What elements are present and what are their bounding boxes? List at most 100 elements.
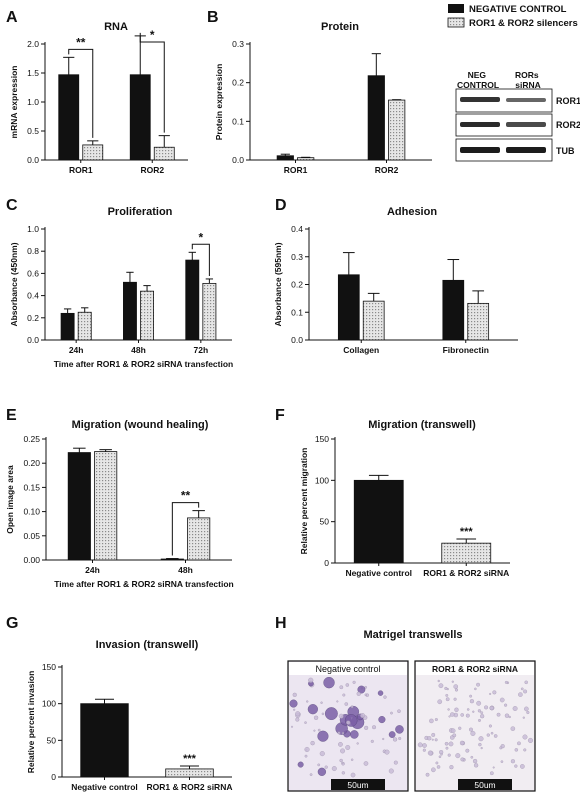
blot-lane-label-1-l1: NEG: [468, 70, 487, 80]
matrigel-image-control-label: Negative control: [315, 664, 380, 674]
cell-spot: [526, 710, 530, 715]
cell-spot: [480, 711, 484, 715]
panel-letter-d: D: [275, 197, 287, 214]
x-tick-label: Collagen: [343, 345, 379, 355]
scalebar-label-sirna: 50um: [474, 780, 495, 790]
cell-spot: [466, 708, 470, 711]
significance-mark: ***: [460, 526, 474, 538]
cell-spot: [427, 736, 432, 741]
cell-spot: [512, 706, 518, 711]
cell-spot: [508, 715, 511, 719]
cell-spot: [392, 737, 398, 742]
cell-spot: [484, 705, 489, 710]
blot-band: [460, 147, 500, 153]
cell-spot: [472, 758, 478, 764]
y-tick-label: 0.1: [291, 307, 303, 317]
x-tick-label: Fibronectin: [443, 345, 489, 355]
significance-mark: *: [198, 230, 203, 244]
cell-spot: [341, 731, 345, 735]
cell-spot: [345, 745, 351, 750]
cell-spot: [350, 730, 359, 739]
y-axis-label: Open image area: [5, 465, 15, 534]
matrigel-cells-control: [289, 676, 404, 778]
cell-spot: [499, 697, 505, 703]
x-tick-label: 24h: [69, 345, 84, 355]
cell-spot: [431, 732, 436, 737]
y-tick-label: 0.3: [291, 252, 303, 262]
bar-silencer: [187, 517, 211, 561]
cell-spot: [518, 692, 523, 697]
cell-spot: [439, 750, 444, 755]
chart-invasion-transwell: Invasion (transwell) 0 50 100 150 Relative pe…: [26, 639, 232, 792]
y-tick-label: 0.2: [291, 280, 303, 290]
cell-spot: [486, 733, 490, 737]
bar-silencer: [202, 282, 217, 341]
cell-spot: [480, 714, 485, 719]
cell-spot: [452, 733, 457, 738]
cell-spot: [377, 690, 384, 696]
y-tick-label: 0.8: [27, 246, 39, 256]
cell-spot: [453, 697, 457, 701]
cell-spot: [522, 734, 528, 740]
y-tick-label: 0.0: [232, 155, 244, 165]
bar-silencer: [165, 768, 214, 778]
chart-migration-transwell: Migration (transwell) 0 50 100 150 Relative p…: [299, 419, 510, 578]
cell-spot: [313, 715, 319, 720]
cell-spot: [500, 760, 504, 763]
cell-spot: [398, 736, 402, 741]
significance-mark: *: [150, 28, 155, 42]
blot-row-ror1: [455, 88, 553, 113]
y-tick-label: 0.25: [23, 434, 40, 444]
cell-spot: [390, 711, 393, 715]
y-tick-label: 150: [315, 434, 329, 444]
cell-spot: [445, 697, 450, 702]
significance-bracket: [68, 48, 94, 138]
cell-spot: [350, 705, 354, 709]
bar-control: [80, 703, 129, 778]
cell-spot: [478, 718, 481, 722]
cell-spot: [317, 763, 321, 767]
blot-lane-label-1-l2: CONTROL: [457, 80, 499, 90]
y-tick-label: 1.0: [27, 224, 39, 234]
chart-title: RNA: [104, 21, 128, 33]
cell-spot: [489, 771, 494, 776]
cell-spot: [458, 726, 462, 730]
chart-title: Migration (wound healing): [72, 419, 209, 431]
cell-spot: [363, 761, 369, 766]
cell-spot: [489, 692, 492, 695]
blot-lane-label-2: RORs siRNA: [515, 70, 541, 90]
cell-spot: [449, 765, 454, 770]
cell-spot: [317, 767, 327, 776]
legend-label-silencer: ROR1 & ROR2 silencers: [469, 18, 578, 29]
cell-spot: [346, 720, 351, 725]
cell-spot: [460, 713, 464, 717]
bar-control: [129, 74, 151, 161]
cell-spot: [304, 721, 307, 724]
cell-spot: [292, 692, 297, 697]
bar-control: [67, 452, 91, 561]
cell-spot: [474, 687, 477, 691]
x-tick-label: ROR1: [284, 165, 308, 175]
y-axis-label: Protein expression: [214, 64, 224, 141]
cell-spot: [435, 761, 439, 765]
y-tick-label: 0.1: [232, 116, 244, 126]
blot-row-tub: [455, 138, 553, 162]
cell-spot: [393, 760, 398, 765]
scalebar-bg: [458, 779, 512, 790]
x-tick-label: ROR1 & ROR2 siRNA: [423, 568, 509, 578]
y-tick-label: 2.0: [27, 39, 39, 49]
cell-spot: [492, 766, 495, 769]
cell-spot: [524, 706, 529, 712]
cell-spot: [339, 758, 343, 763]
matrigel-title: Matrigel transwells: [363, 629, 462, 641]
cell-spot: [522, 716, 525, 719]
cell-spot: [519, 764, 525, 769]
y-tick-label: 0.0: [291, 335, 303, 345]
x-tick-label: 48h: [131, 345, 146, 355]
x-tick-label: 72h: [194, 345, 209, 355]
x-tick-label: ROR1: [69, 165, 93, 175]
legend-swatch-control: [448, 4, 464, 13]
significance-bracket: [171, 502, 200, 556]
blot-band: [506, 122, 546, 127]
matrigel-panel: Matrigel transwells Negative control 50u…: [287, 629, 536, 792]
